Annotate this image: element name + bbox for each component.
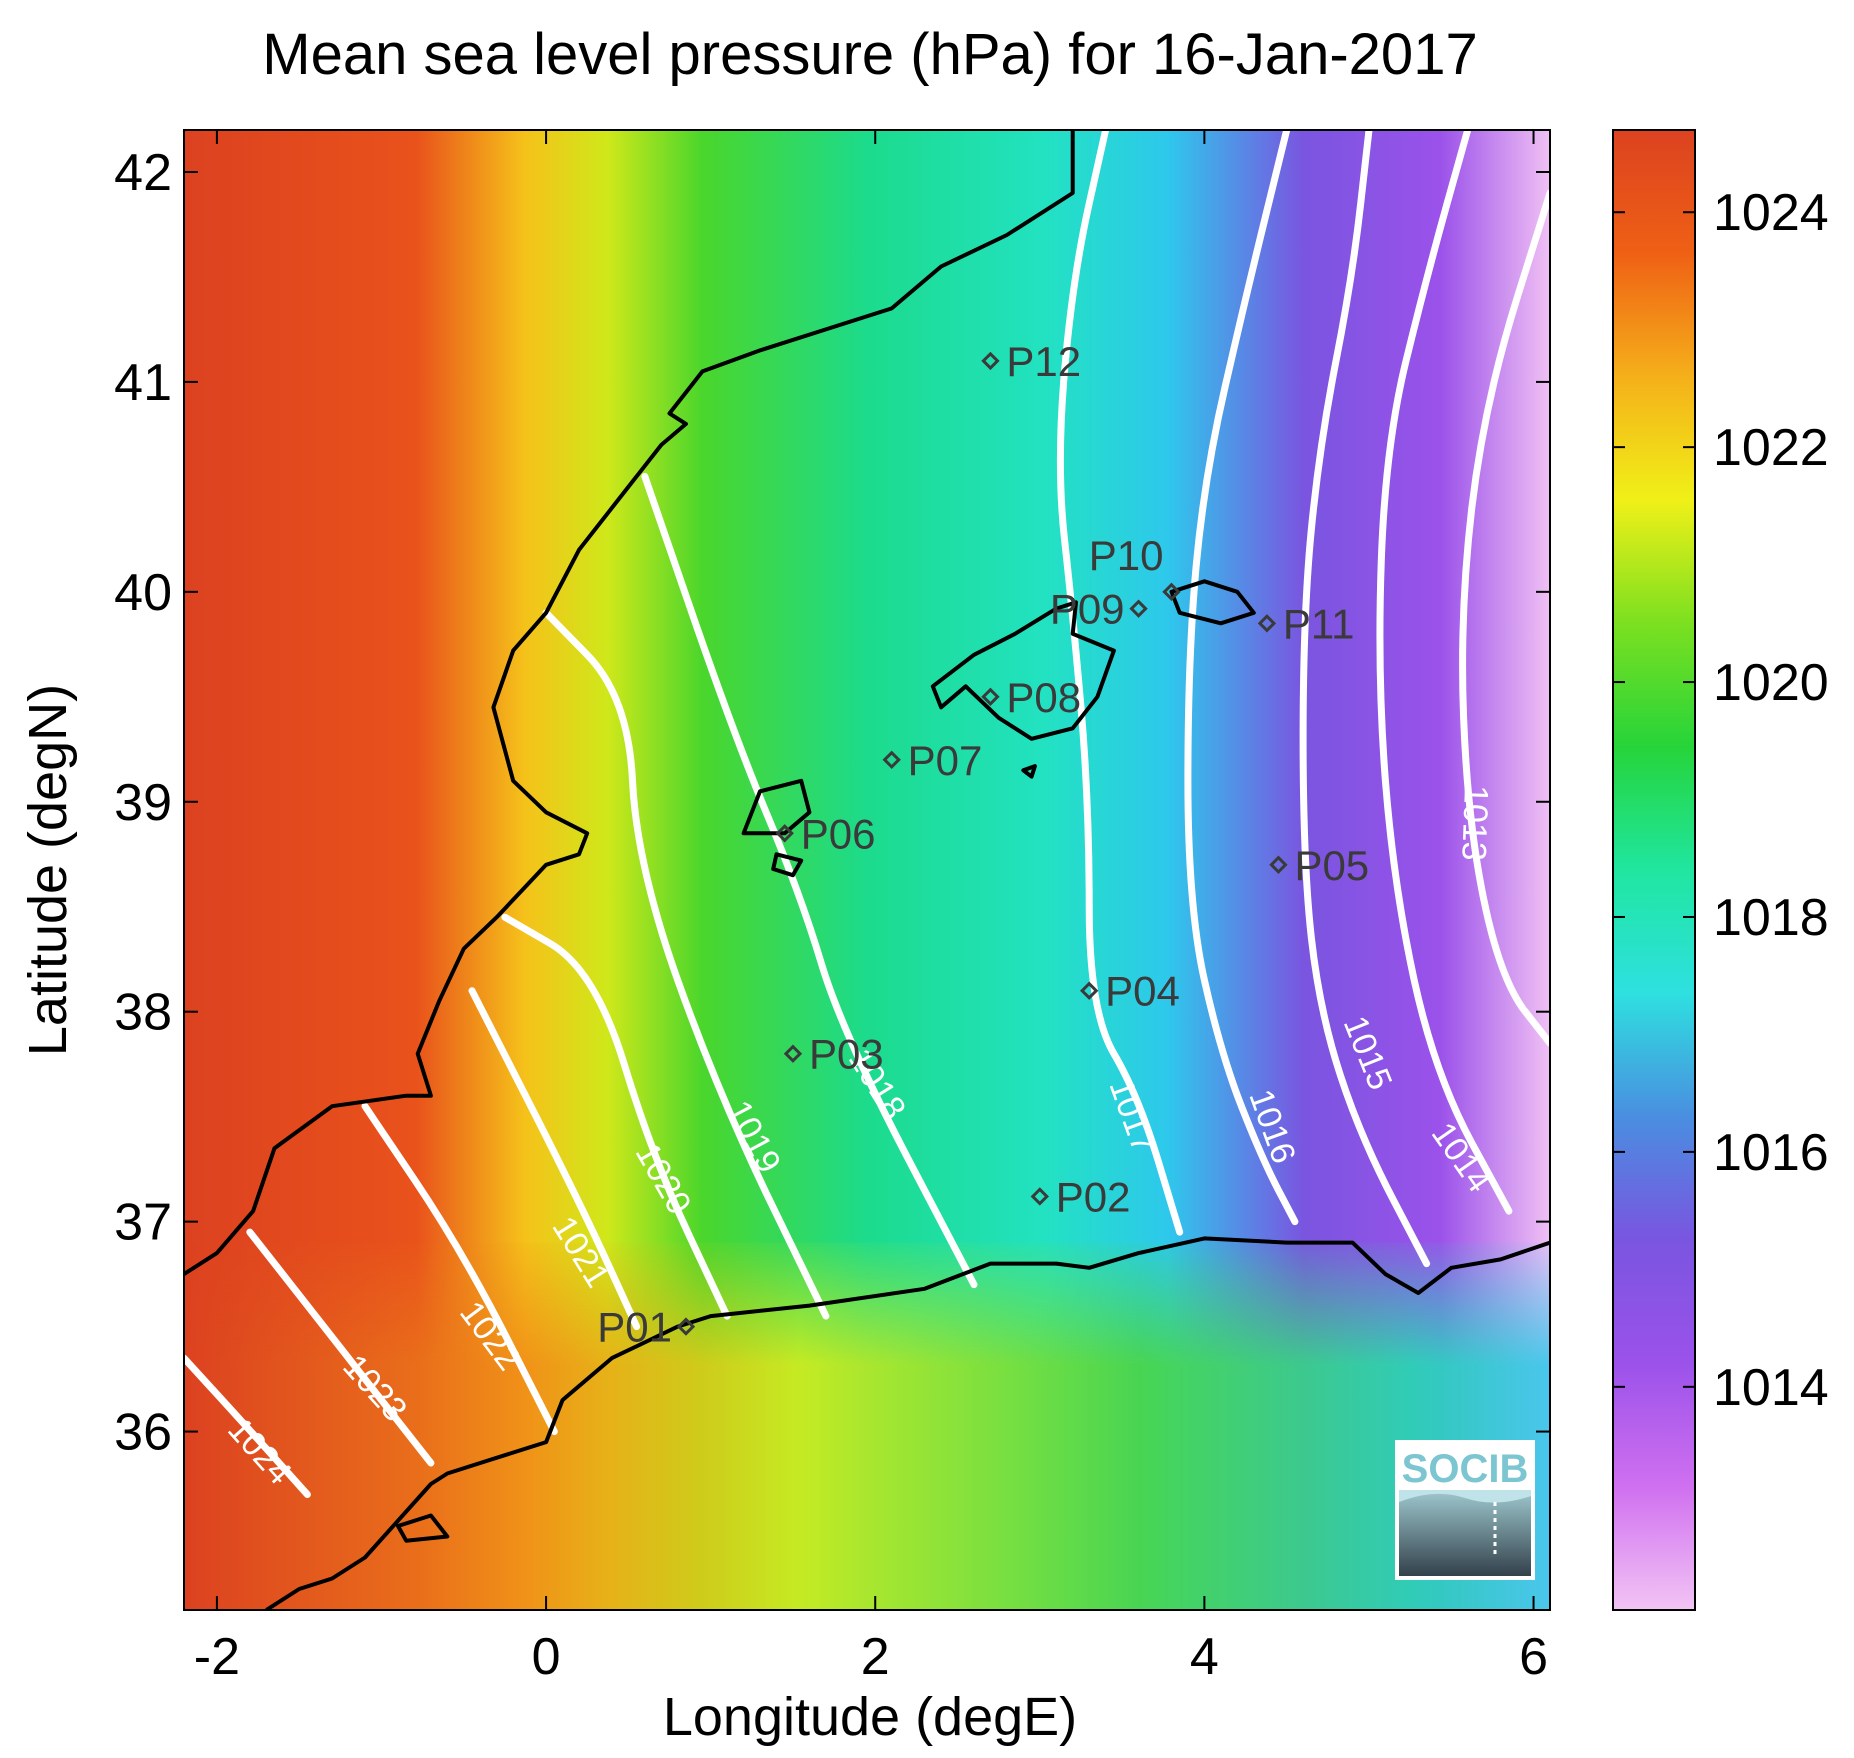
station-label-p07: P07 [908,737,983,784]
isobar-layer [184,130,1550,1498]
station-marker-p02 [1030,1187,1049,1206]
isobar-line-1022 [361,1102,558,1436]
colorbar-ticks: 1014 1016 1018 1020 1022 1024 [1613,184,1829,1417]
station-label-p03: P03 [809,1031,884,1078]
x-tick-label: 4 [1190,1628,1219,1686]
station-label-p06: P06 [801,810,876,857]
island-mallorca [930,600,1116,741]
pressure-field-south [184,1242,1550,1610]
station-label-p05: P05 [1294,842,1369,889]
isobar-line-1015 [1299,130,1431,1268]
island-ibiza [741,778,812,836]
coastline-layer [184,130,1550,1610]
station-marker-p01 [676,1317,696,1336]
y-tick-label: 42 [114,144,172,202]
island-menorca [1169,579,1256,626]
y-tick-label: 38 [114,984,172,1042]
station-marker-p04 [1079,981,1099,1000]
plot-frame [183,129,1551,1611]
island-cabrera [1021,764,1037,779]
logo-text: SOCIB [1402,1447,1529,1491]
y-tick-label: 39 [114,774,172,832]
station-marker-p10 [1162,582,1181,602]
x-tick-label: 0 [532,1628,561,1686]
isobar-line-1014 [1376,130,1513,1215]
island-formentera [771,852,804,878]
isobar-line-1020 [501,913,731,1320]
station-label-p04: P04 [1105,968,1180,1015]
station-layer: P01 P02 P03 P04 P05 P06 P07 P08 P09 P10 P11 P12 [597,338,1369,1351]
station-label-p02: P02 [1056,1173,1131,1220]
isobar-line-1023 [246,1228,435,1467]
isobar-line-1017 [1056,130,1184,1236]
chart-title: Mean sea level pressure (hPa) for 16-Jan… [262,22,1477,87]
iberian-coast [184,130,1075,1276]
x-tick-label: 6 [1519,1628,1548,1686]
isobar-line-1019 [542,609,830,1320]
station-label-p09: P09 [1050,586,1125,633]
station-label-p01: P01 [597,1304,672,1351]
station-marker-p11 [1257,614,1277,633]
y-tick-label: 41 [114,354,172,412]
station-label-p08: P08 [1006,674,1081,721]
colorbar-tick-label: 1016 [1713,1124,1829,1182]
y-tick-label: 37 [114,1194,172,1252]
y-axis-ticks: 36 37 38 39 40 41 42 [114,144,1550,1462]
station-marker-p07 [882,750,901,769]
y-tick-label: 40 [114,564,172,622]
colorbar-tick-label: 1020 [1713,654,1829,712]
station-label-p11: P11 [1283,600,1355,647]
station-label-p12: P12 [1006,338,1081,385]
isobar-line-1013 [1459,189,1550,1047]
isobar-line-1021 [468,987,641,1331]
x-tick-label: -2 [194,1628,240,1686]
colorbar-tick-label: 1018 [1713,889,1829,947]
x-axis-label: Longitude (degE) [663,1687,1077,1747]
station-marker-p08 [981,687,1000,707]
colorbar: 1014 1016 1018 1020 1022 1024 [1612,129,1829,1611]
colorbar-scale [1612,129,1696,1611]
isobar-label-1013: 1013 [1454,784,1495,861]
y-axis-label: Latitude (degN) [18,684,78,1056]
station-marker-p09 [1129,599,1148,618]
station-marker-p05 [1269,855,1288,874]
isobar-line-1024 [184,1354,311,1498]
isobar-line-1018 [641,472,978,1289]
y-tick-label: 36 [114,1404,172,1462]
station-label-p10: P10 [1089,532,1164,579]
station-marker-p12 [981,351,1000,371]
socib-logo: SOCIB [1395,1440,1535,1580]
x-tick-label: 2 [861,1628,890,1686]
station-marker-p06 [775,824,794,843]
colorbar-tick-label: 1014 [1713,1359,1829,1417]
colorbar-tick-label: 1024 [1713,184,1829,242]
north-african-coast [265,1236,1550,1610]
colorbar-tick-label: 1022 [1713,419,1829,477]
isobar-line-1016 [1184,130,1299,1226]
logo-wave-panel [1399,1490,1531,1576]
x-axis-ticks: -2 0 2 4 6 [194,130,1548,1686]
station-marker-p03 [783,1044,803,1063]
island-alboran [396,1513,450,1543]
logo-wave-icon [1399,1490,1531,1503]
